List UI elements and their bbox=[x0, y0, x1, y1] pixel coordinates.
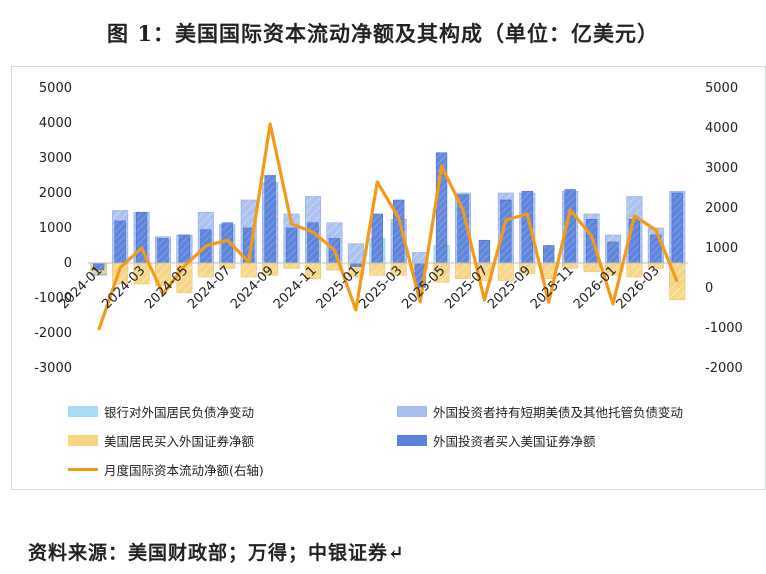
legend-item-bank: 银行对外国居民负债净变动 bbox=[68, 402, 254, 421]
legend-label-line: 月度国际资本流动净额(右轴) bbox=[104, 463, 264, 478]
left-axis-tick-label: 1000 bbox=[39, 221, 72, 236]
chart-title: 图 1：美国国际资本流动净额及其构成（单位：亿美元） bbox=[107, 21, 659, 46]
left-axis-tick-label: 3000 bbox=[39, 151, 72, 166]
bar-foreign-securities bbox=[478, 239, 491, 264]
bar-foreign-securities bbox=[264, 175, 276, 264]
left-axis-tick-label: 0 bbox=[64, 256, 72, 271]
bar-us-residents bbox=[283, 262, 300, 269]
bar-foreign-securities bbox=[607, 241, 619, 264]
legend-swatch-foreign-securities bbox=[397, 435, 427, 446]
bar-foreign-securities bbox=[371, 213, 383, 264]
right-axis-tick-label: 1000 bbox=[705, 241, 738, 256]
left-axis-tick-label: 5000 bbox=[39, 81, 72, 96]
bar-foreign-securities bbox=[543, 245, 555, 264]
right-axis-tick-label: 5000 bbox=[705, 81, 738, 96]
bar-us-residents bbox=[369, 262, 386, 276]
legend-swatch-bank bbox=[68, 406, 98, 417]
x-tick-label: 2024-11 bbox=[271, 263, 320, 312]
bar-foreign-securities bbox=[178, 234, 191, 264]
bar-foreign-securities bbox=[114, 220, 126, 264]
left-axis-tick-label: -3000 bbox=[34, 361, 72, 376]
bar-foreign-securities bbox=[307, 222, 319, 264]
legend-item-line: 月度国际资本流动净额(右轴) bbox=[68, 460, 264, 479]
line-net-flow bbox=[97, 122, 679, 331]
left-axis-tick-label: -2000 bbox=[34, 326, 72, 341]
right-axis-tick-label: 3000 bbox=[705, 161, 738, 176]
bar-foreign-securities bbox=[285, 227, 298, 264]
left-axis-tick-label: 4000 bbox=[39, 116, 72, 131]
source-note: 资料来源：美国财政部；万得；中银证券↵ bbox=[28, 542, 405, 564]
legend-label-us-residents: 美国居民买入外国证券净额 bbox=[104, 434, 255, 449]
legend-swatch-line bbox=[68, 468, 98, 471]
left-axis-tick-label: -1000 bbox=[34, 291, 72, 306]
bar-foreign-securities bbox=[671, 192, 683, 264]
bar-foreign-securities bbox=[157, 238, 169, 264]
right-axis-tick-label: 2000 bbox=[705, 201, 738, 216]
legend-item-us-residents: 美国居民买入外国证券净额 bbox=[68, 431, 254, 450]
legend-swatch-us-residents bbox=[68, 435, 98, 446]
legend-label-short-term: 外国投资者持有短期美债及其他托管负债变动 bbox=[433, 405, 684, 420]
legend-label-foreign-securities: 外国投资者买入美国证券净额 bbox=[433, 434, 596, 449]
bar-us-residents bbox=[583, 262, 600, 273]
right-axis-tick-label: -1000 bbox=[705, 321, 743, 336]
legend-item-short-term: 外国投资者持有短期美债及其他托管负债变动 bbox=[397, 402, 683, 421]
legend-item-foreign-securities: 外国投资者买入美国证券净额 bbox=[397, 431, 596, 450]
right-axis-tick-label: 0 bbox=[705, 281, 713, 296]
right-axis-tick-label: 4000 bbox=[705, 121, 738, 136]
bar-short-term bbox=[347, 243, 364, 264]
right-axis-tick-label: -2000 bbox=[705, 361, 743, 376]
legend-swatch-short-term bbox=[397, 406, 427, 417]
legend-label-bank: 银行对外国居民负债净变动 bbox=[104, 405, 255, 420]
left-axis-tick-label: 2000 bbox=[39, 186, 72, 201]
